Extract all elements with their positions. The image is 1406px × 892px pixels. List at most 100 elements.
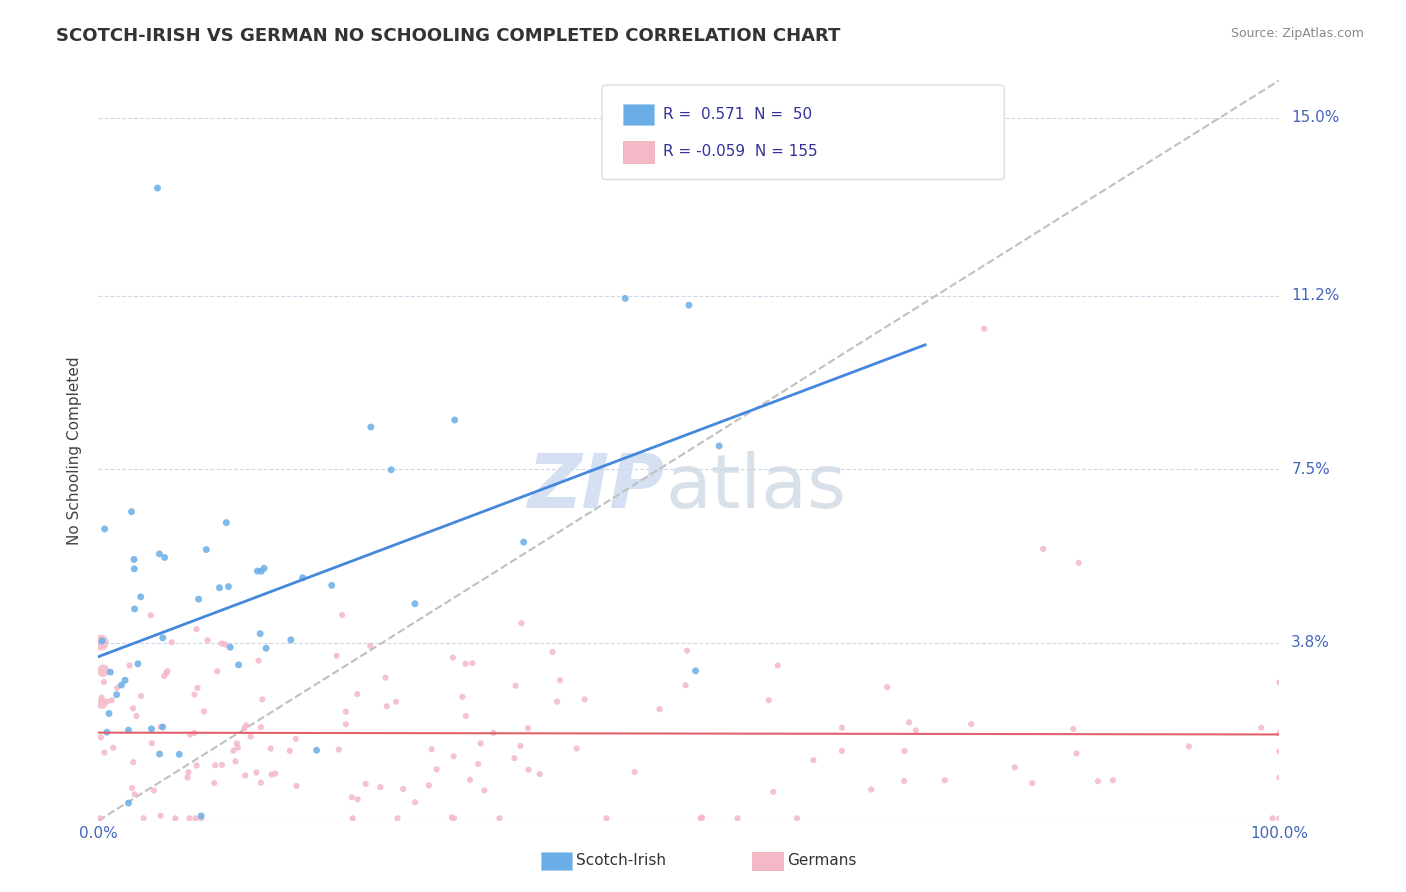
Point [541,645,564,659]
Point [1268,745,1291,759]
Text: R = -0.059  N = 155: R = -0.059 N = 155 [662,145,817,160]
Text: Scotch-Irish: Scotch-Irish [576,854,666,868]
Point [148,547,170,561]
Point [387,811,409,825]
Point [211,757,233,772]
Point [893,744,915,758]
Point [250,720,273,734]
Text: Germans: Germans [787,854,856,868]
Point [187,592,209,607]
Point [117,723,139,738]
Point [211,636,233,650]
Point [93,674,115,689]
Point [831,744,853,758]
Point [876,680,898,694]
Point [186,681,208,695]
Point [204,758,226,772]
Point [250,564,273,578]
Point [470,736,492,750]
Text: SCOTCH-IRISH VS GERMAN NO SCHOOLING COMPLETED CORRELATION CHART: SCOTCH-IRISH VS GERMAN NO SCHOOLING COMP… [56,27,841,45]
Point [121,505,143,519]
Point [101,740,124,755]
Point [105,681,128,695]
Point [727,811,749,825]
Point [246,564,269,578]
Point [1062,722,1084,736]
Point [321,578,343,592]
Point [90,690,112,705]
Point [441,650,464,665]
Point [184,811,207,825]
Point [228,657,250,672]
Point [510,616,533,631]
Point [305,743,328,757]
Point [512,535,534,549]
Point [124,602,146,616]
Point [245,765,267,780]
Point [685,664,707,678]
Point [127,657,149,671]
Point [831,721,853,735]
Point [117,796,139,810]
Point [467,756,489,771]
Point [91,697,114,711]
Point [503,751,526,765]
Point [142,783,165,797]
Point [454,657,477,671]
Point [155,666,177,681]
Point [595,811,617,825]
Point [335,717,357,731]
Point [360,420,382,434]
Point [546,695,568,709]
Point [125,709,148,723]
Point [291,571,314,585]
Point [346,687,368,701]
Point [623,765,645,780]
Point [177,765,200,780]
Point [335,705,357,719]
Point [689,811,711,825]
Point [153,669,176,683]
Point [124,788,146,802]
Point [249,626,271,640]
Point [90,731,112,745]
Point [443,413,465,427]
Point [325,648,347,663]
Point [195,542,218,557]
Point [186,758,208,772]
Point [675,678,697,692]
Point [100,693,122,707]
Point [197,633,219,648]
Point [149,720,172,734]
Point [1268,771,1291,785]
Point [1087,774,1109,789]
Point [152,720,174,734]
Point [440,810,463,824]
Point [1032,541,1054,556]
Point [222,744,245,758]
Y-axis label: No Schooling Completed: No Schooling Completed [67,356,83,545]
Point [233,721,256,735]
Point [183,726,205,740]
Point [516,721,538,735]
Point [98,706,121,721]
Point [118,658,141,673]
Point [678,298,700,312]
Point [129,689,152,703]
Point [93,522,115,536]
Point [690,811,713,825]
Point [183,688,205,702]
Point [803,753,825,767]
Point [224,755,246,769]
Point [472,783,495,797]
Point [253,561,276,575]
Point [548,673,571,688]
Point [247,654,270,668]
Point [458,772,481,787]
Point [202,776,225,790]
Text: ZIP: ZIP [529,451,665,524]
Point [90,635,112,649]
Point [215,516,238,530]
Point [509,739,531,753]
Point [260,741,283,756]
